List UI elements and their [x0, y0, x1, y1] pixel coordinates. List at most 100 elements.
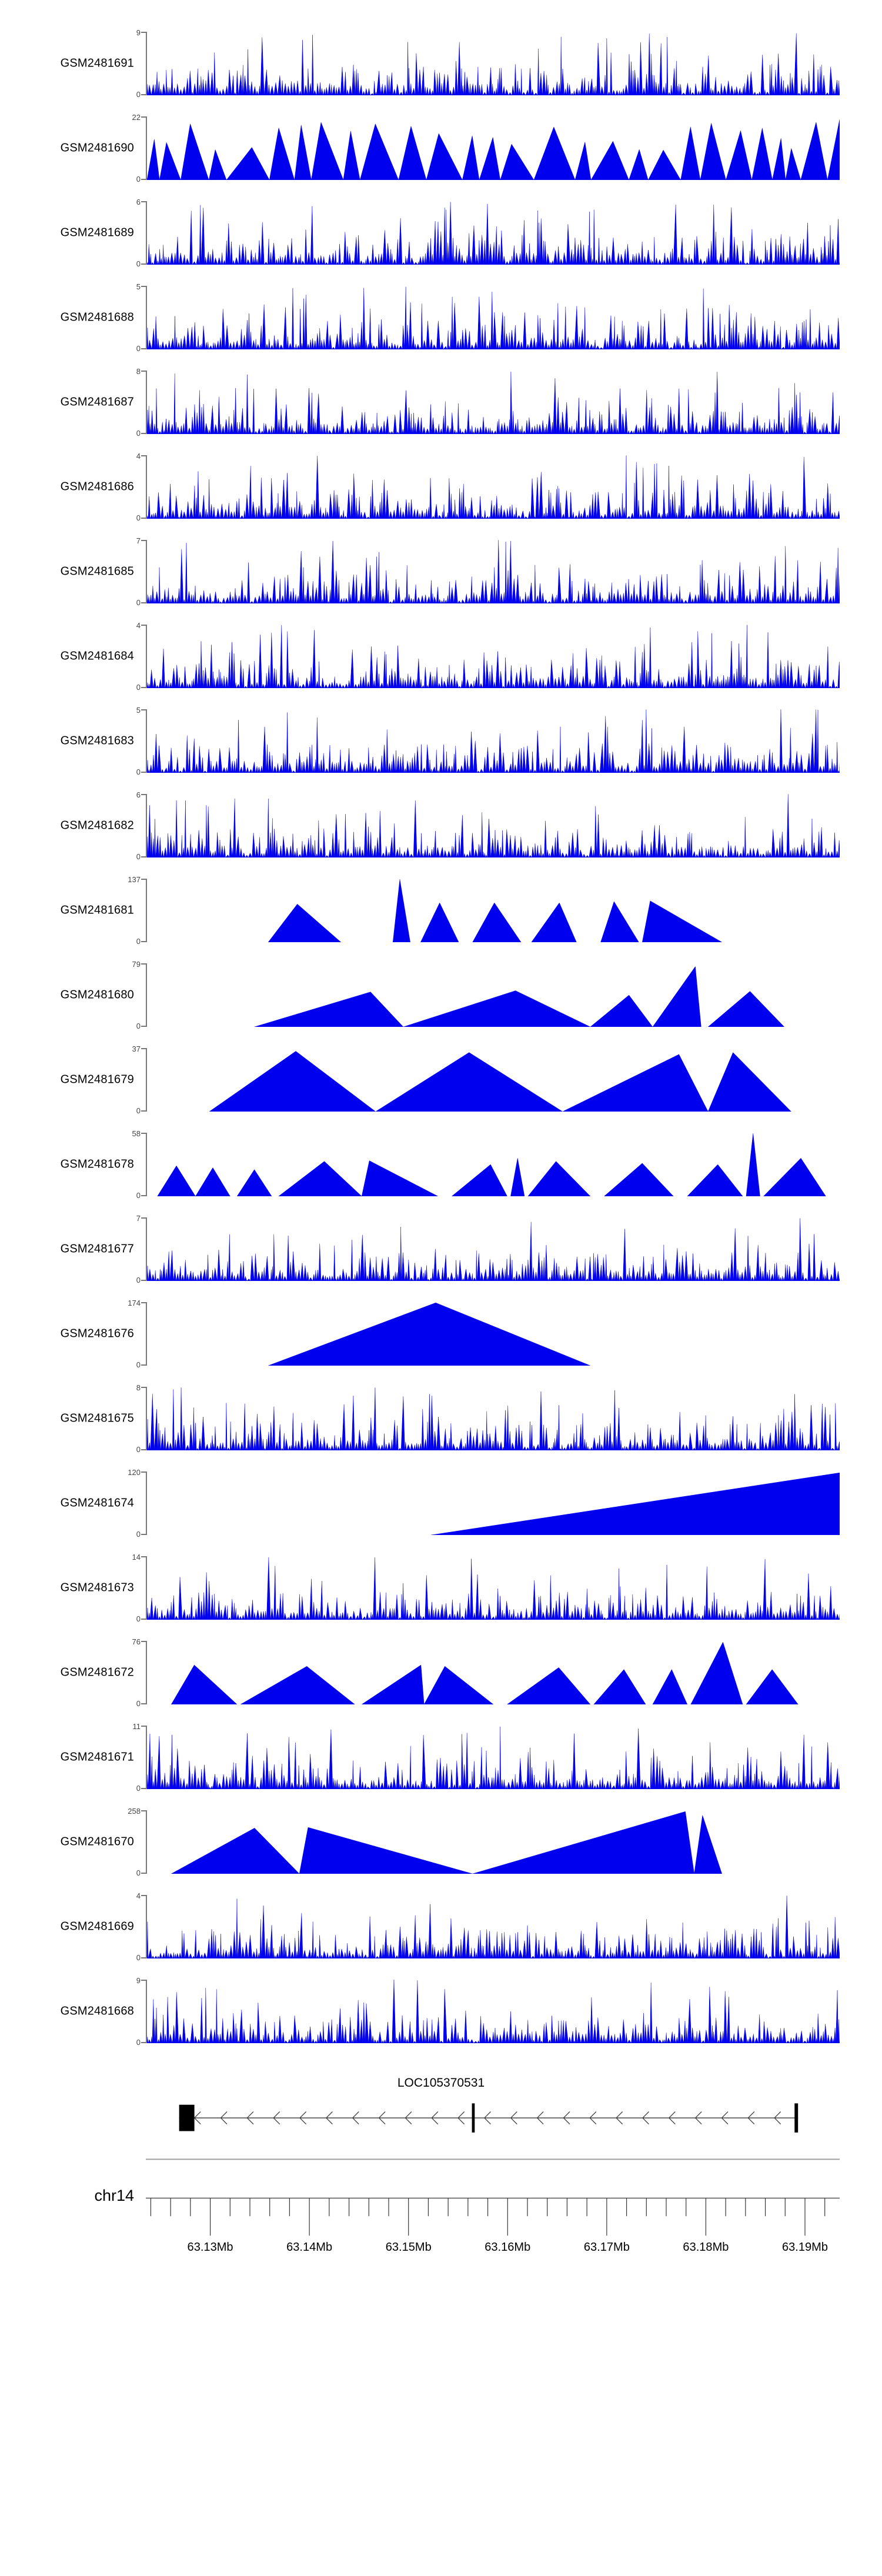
coverage-plot-area[interactable]	[147, 1302, 840, 1366]
coverage-plot-area[interactable]	[147, 540, 840, 603]
coverage-plot-area[interactable]	[147, 794, 840, 857]
exon-block[interactable]	[472, 2103, 475, 2133]
track-label: GSM2481689	[60, 226, 134, 239]
coverage-plot-area[interactable]	[147, 709, 840, 773]
track-label: GSM2481685	[60, 565, 134, 578]
coverage-plot-area[interactable]	[147, 1471, 840, 1535]
track-label: GSM2481674	[60, 1496, 134, 1510]
coverage-plot-area[interactable]	[147, 1895, 840, 1958]
coverage-area	[209, 1051, 791, 1112]
y-axis-max-label: 14	[132, 1553, 141, 1561]
y-axis-min-label: 0	[136, 1191, 141, 1200]
gene-model-body[interactable]	[146, 2102, 840, 2133]
coverage-plot-area[interactable]	[147, 455, 840, 519]
coverage-area	[157, 1133, 826, 1196]
y-axis-max-label: 7	[136, 536, 141, 545]
coverage-plot-area[interactable]	[147, 32, 840, 95]
coverage-track-gsm2481684[interactable]: GSM2481684 4 0	[0, 614, 882, 699]
y-axis-max-label: 120	[128, 1468, 141, 1477]
track-label: GSM2481691	[60, 56, 134, 70]
coverage-plot-area[interactable]	[147, 201, 840, 265]
coverage-track-gsm2481671[interactable]: GSM2481671 11 0	[0, 1715, 882, 1800]
coverage-plot-area[interactable]	[147, 1641, 840, 1704]
y-axis-max-label: 137	[128, 875, 141, 884]
coverage-track-gsm2481688[interactable]: GSM2481688 5 0	[0, 275, 882, 360]
track-axis-wrap: 58 0	[132, 1130, 840, 1199]
coverage-track-gsm2481681[interactable]: GSM2481681 137 0	[0, 868, 882, 953]
coverage-track-gsm2481669[interactable]: GSM2481669 4 0	[0, 1884, 882, 1969]
coverage-track-gsm2481674[interactable]: GSM2481674 120 0	[0, 1461, 882, 1546]
coverage-plot-area[interactable]	[147, 1810, 840, 1874]
y-axis-max-label: 5	[136, 706, 141, 715]
y-axis-max-label: 8	[136, 1383, 141, 1392]
track-axis-wrap: 120 0	[128, 1469, 840, 1538]
strand-arrow-icon	[642, 2111, 649, 2125]
coverage-plot-area[interactable]	[147, 879, 840, 942]
y-axis-min-label: 0	[136, 1276, 141, 1284]
coverage-track-gsm2481677[interactable]: GSM2481677 7 0	[0, 1207, 882, 1292]
coverage-area	[430, 1472, 840, 1535]
y-axis-max-label: 9	[136, 1976, 141, 1985]
coverage-track-gsm2481686[interactable]: GSM2481686 4 0	[0, 445, 882, 529]
coverage-track-gsm2481673[interactable]: GSM2481673 14 0	[0, 1546, 882, 1630]
coverage-track-gsm2481678[interactable]: GSM2481678 58 0	[0, 1122, 882, 1207]
coverage-track-gsm2481685[interactable]: GSM2481685 7 0	[0, 529, 882, 614]
gene-model-track: LOC105370531	[0, 2076, 882, 2147]
strand-arrow-icon	[747, 2111, 755, 2125]
track-label: GSM2481673	[60, 1581, 134, 1594]
coverage-plot-area[interactable]	[147, 116, 840, 180]
coverage-track-gsm2481670[interactable]: GSM2481670 258 0	[0, 1800, 882, 1884]
strand-arrow-icon	[483, 2111, 491, 2125]
genome-axis-ruler[interactable]: 63.13Mb 63.14Mb 63.15Mb 63.16Mb 63.17Mb 63.18…	[146, 2154, 840, 2265]
y-axis-max-label: 7	[136, 1214, 141, 1223]
y-axis-max-label: 4	[136, 1891, 141, 1900]
y-axis-min-label: 0	[136, 1445, 141, 1454]
y-axis-min-label: 0	[136, 852, 141, 861]
axis-tick-label: 63.19Mb	[782, 2241, 828, 2254]
coverage-plot-area[interactable]	[147, 1980, 840, 2043]
coverage-track-gsm2481691[interactable]: GSM2481691 9 0	[0, 21, 882, 106]
coverage-area	[147, 1218, 840, 1281]
track-label: GSM2481672	[60, 1666, 134, 1679]
coverage-track-gsm2481690[interactable]: GSM2481690 22 0	[0, 106, 882, 191]
track-axis-wrap: 76 0	[132, 1638, 840, 1707]
coverage-plot-area[interactable]	[147, 1048, 840, 1112]
coverage-plot-area[interactable]	[147, 1387, 840, 1450]
strand-arrow-icon	[246, 2111, 254, 2125]
y-axis-min-label: 0	[136, 344, 141, 353]
coverage-track-gsm2481676[interactable]: GSM2481676 174 0	[0, 1292, 882, 1376]
coverage-plot-area[interactable]	[147, 1217, 840, 1281]
coverage-area	[147, 1557, 840, 1620]
coverage-plot-area[interactable]	[147, 1133, 840, 1196]
coverage-plot-area[interactable]	[147, 371, 840, 434]
coverage-plot-area[interactable]	[147, 1556, 840, 1620]
coverage-area	[147, 33, 840, 95]
coverage-area	[147, 1980, 840, 2043]
y-axis-line	[141, 879, 147, 942]
track-label: GSM2481677	[60, 1242, 134, 1256]
strand-arrow-icon	[668, 2111, 676, 2125]
coverage-track-gsm2481689[interactable]: GSM2481689 6 0	[0, 191, 882, 275]
coverage-track-gsm2481683[interactable]: GSM2481683 5 0	[0, 699, 882, 783]
coverage-plot-area[interactable]	[147, 625, 840, 688]
coverage-track-gsm2481679[interactable]: GSM2481679 37 0	[0, 1037, 882, 1122]
coverage-track-gsm2481672[interactable]: GSM2481672 76 0	[0, 1630, 882, 1715]
exon-block[interactable]	[179, 2104, 195, 2131]
coverage-plot-area[interactable]	[147, 286, 840, 349]
track-axis-wrap: 79 0	[132, 960, 840, 1030]
strand-arrow-icon	[457, 2111, 465, 2125]
coverage-plot-area[interactable]	[147, 963, 840, 1027]
coverage-area	[171, 1811, 722, 1874]
coverage-track-gsm2481687[interactable]: GSM2481687 8 0	[0, 360, 882, 445]
track-label: GSM2481670	[60, 1835, 134, 1848]
coverage-plot-area[interactable]	[147, 1726, 840, 1789]
coverage-track-gsm2481675[interactable]: GSM2481675 8 0	[0, 1376, 882, 1461]
exon-block[interactable]	[794, 2103, 799, 2133]
coverage-track-gsm2481668[interactable]: GSM2481668 9 0	[0, 1969, 882, 2054]
coverage-area	[171, 1641, 799, 1704]
coverage-track-gsm2481680[interactable]: GSM2481680 79 0	[0, 953, 882, 1037]
coverage-track-gsm2481682[interactable]: GSM2481682 6 0	[0, 783, 882, 868]
strand-arrow-icon	[589, 2111, 597, 2125]
